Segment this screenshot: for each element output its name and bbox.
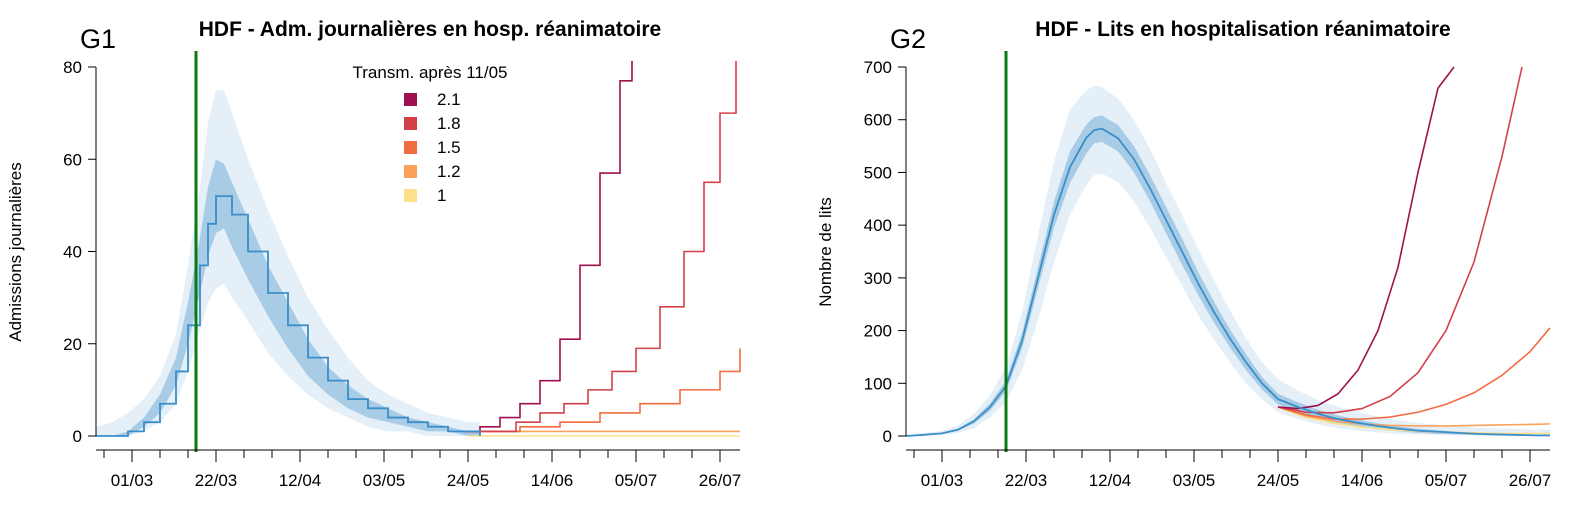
- x-tick-label: 01/03: [111, 471, 154, 490]
- y-tick-label: 700: [864, 58, 892, 77]
- legend-label-1.2: 1.2: [437, 162, 461, 181]
- panel-label-g2: G2: [890, 24, 926, 54]
- y-tick-label: 400: [864, 216, 892, 235]
- x-tick-label: 12/04: [1089, 471, 1132, 490]
- x-tick-label: 24/05: [447, 471, 490, 490]
- x-tick-label: 26/07: [699, 471, 742, 490]
- fit-median-line: [96, 195, 481, 437]
- chart-title-g2: HDF - Lits en hospitalisation réanimatoi…: [1035, 18, 1450, 41]
- x-tick-label: 24/05: [1257, 471, 1300, 490]
- plot-area-g1: 0 20 40 60 80 01/03 22/03 12/04 03/05 24/05 14/06 0…: [63, 51, 741, 490]
- chart-panel-g2: G2 HDF - Lits en hospitalisation réanima…: [816, 18, 1551, 490]
- x-tick-label: 22/03: [195, 471, 238, 490]
- y-tick-label: 100: [864, 374, 892, 393]
- plot-series: [96, 61, 741, 437]
- x-tick-label: 26/07: [1509, 471, 1552, 490]
- legend-title: Transm. après 11/05: [353, 63, 508, 82]
- legend-label-1.8: 1.8: [437, 114, 461, 133]
- scenario-line-1.2: [1277, 406, 1551, 427]
- y-tick-label: 60: [63, 150, 82, 169]
- x-tick-label: 22/03: [1005, 471, 1048, 490]
- x-tick-label: 12/04: [279, 471, 322, 490]
- scenario-line-2.1: [464, 61, 633, 433]
- scenario-line-1.5: [480, 348, 741, 433]
- legend-label-2.1: 2.1: [437, 90, 461, 109]
- scenario-line-1.8: [472, 61, 737, 433]
- plot-area-g2: 0 100 200 300 400 500 600 700 01/03 22/03 12/04 03/…: [864, 51, 1552, 490]
- chart-title-g1: HDF - Adm. journalières en hosp. réanima…: [199, 18, 661, 41]
- chart-panel-g1: G1 HDF - Adm. journalières en hosp. réan…: [6, 18, 741, 490]
- x-tick-label: 14/06: [1341, 471, 1384, 490]
- y-tick-label: 500: [864, 163, 892, 182]
- fit-median-line: [905, 127, 1550, 437]
- x-tick-label: 03/05: [363, 471, 406, 490]
- panel-label-g1: G1: [80, 24, 116, 54]
- y-tick-label: 20: [63, 335, 82, 354]
- ci50-band: [906, 115, 1550, 437]
- y-tick-label: 300: [864, 269, 892, 288]
- y-axis-label-g2: Nombre de lits: [816, 197, 835, 307]
- y-tick-label: 0: [883, 427, 892, 446]
- legend-label-1.5: 1.5: [437, 138, 461, 157]
- y-tick-label: 0: [73, 427, 82, 446]
- x-tick-label: 01/03: [921, 471, 964, 490]
- x-tick-label: 05/07: [1425, 471, 1468, 490]
- legend-label-1: 1: [437, 186, 446, 205]
- scenario-line-1.5: [1277, 327, 1551, 420]
- ci95-band: [96, 90, 480, 436]
- y-tick-label: 600: [864, 111, 892, 130]
- legend-swatch-2.1: [404, 93, 417, 106]
- x-tick-label: 03/05: [1173, 471, 1216, 490]
- x-tick-label: 14/06: [531, 471, 574, 490]
- scenario-line-1.8: [1277, 66, 1523, 414]
- y-tick-label: 80: [63, 58, 82, 77]
- legend: 2.1 1.8 1.5 1.2 1: [404, 90, 461, 205]
- y-axis-label-g1: Admissions journalières: [6, 162, 25, 342]
- x-tick-label: 05/07: [615, 471, 658, 490]
- y-tick-label: 40: [63, 243, 82, 262]
- plot-series: [905, 66, 1551, 437]
- legend-swatch-1.5: [404, 141, 417, 154]
- legend-swatch-1.8: [404, 117, 417, 130]
- y-tick-label: 200: [864, 322, 892, 341]
- scenario-line-2.1: [1277, 66, 1455, 410]
- legend-swatch-1.2: [404, 165, 417, 178]
- legend-swatch-1: [404, 189, 417, 202]
- ci95-band: [906, 85, 1550, 436]
